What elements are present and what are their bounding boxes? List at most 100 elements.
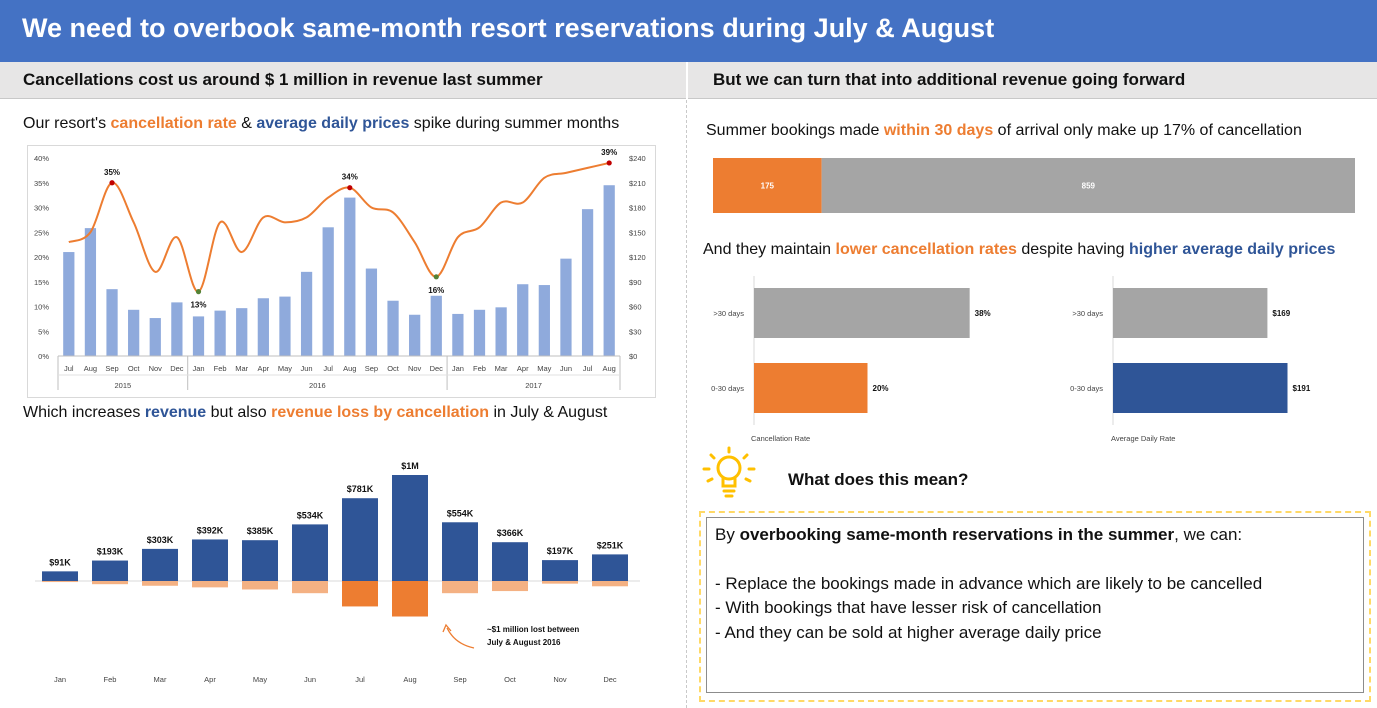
conclusion-box: By overbooking same-month reservations i… (706, 517, 1364, 693)
rate-annotation: 16% (428, 286, 444, 295)
left-axis-tick: 20% (34, 253, 49, 262)
month-tick: May (253, 675, 267, 684)
month-tick: Apr (517, 364, 529, 373)
rate-annotation: 34% (342, 173, 358, 182)
chart1-heading-mid: & (236, 115, 257, 132)
rate-marker (347, 185, 353, 191)
loss-bar (42, 581, 78, 583)
average-daily-rate-title: Average Daily Rate (1111, 434, 1175, 443)
revenue-bar (242, 540, 278, 581)
year-label: 2015 (115, 381, 132, 390)
left-axis-tick: 25% (34, 228, 49, 237)
month-tick: Jul (583, 364, 593, 373)
right-axis-tick: $90 (629, 278, 642, 287)
revenue-label: $366K (497, 528, 524, 538)
revenue-bar (592, 554, 628, 581)
price-bar (192, 316, 205, 356)
value-label: 38% (975, 309, 991, 318)
chart3-svg: 175 859 (713, 158, 1355, 213)
month-tick: May (537, 364, 551, 373)
revenue-label: $554K (447, 508, 474, 518)
left-axis-tick: 15% (34, 278, 49, 287)
rate-bar (1113, 288, 1268, 338)
price-bar (452, 313, 464, 356)
title-banner: We need to overbook same-month resort re… (0, 0, 1377, 62)
conclusion-intro: By overbooking same-month reservations i… (715, 525, 1242, 545)
revenue-bar (442, 522, 478, 581)
rate-marker (195, 289, 202, 295)
category-label: 0-30 days (711, 384, 744, 393)
price-bar (517, 284, 529, 356)
month-tick: Jan (452, 364, 464, 373)
month-tick: Jun (304, 675, 316, 684)
month-tick: Jul (355, 675, 365, 684)
right-axis-tick: $120 (629, 253, 646, 262)
month-tick: Jun (560, 364, 572, 373)
month-tick: Aug (403, 675, 416, 684)
month-tick: Mar (235, 364, 248, 373)
loss-bar (242, 581, 278, 590)
left-subheader-bar: Cancellations cost us around $ 1 million… (0, 62, 686, 99)
month-tick: Dec (170, 364, 184, 373)
loss-bar (192, 581, 228, 588)
chart4-heading-h1: lower cancellation rates (835, 241, 1017, 258)
chart4-heading: And they maintain lower cancellation rat… (703, 241, 1335, 259)
price-bar (106, 289, 118, 356)
price-bar (430, 295, 442, 356)
price-bar (63, 252, 75, 356)
rate-annotation: 39% (601, 148, 617, 157)
left-axis-tick: 35% (34, 179, 49, 188)
year-label: 2017 (525, 381, 542, 390)
conclusion-intro-post: , we can: (1174, 525, 1243, 544)
right-axis-tick: $30 (629, 327, 642, 336)
month-tick: Aug (84, 364, 97, 373)
month-tick: Oct (387, 364, 400, 373)
price-bar (300, 271, 313, 356)
revenue-bar (392, 475, 428, 581)
loss-bar (342, 581, 378, 607)
revenue-label: $534K (297, 510, 324, 520)
month-tick: Jun (301, 364, 313, 373)
month-tick: Jul (323, 364, 333, 373)
price-bar (257, 298, 269, 356)
month-tick: Aug (603, 364, 616, 373)
rate-bar (1113, 363, 1288, 413)
revenue-label: $781K (347, 484, 374, 494)
month-tick: Jan (54, 675, 66, 684)
price-bar (495, 307, 507, 356)
left-axis-tick: 40% (34, 154, 49, 163)
loss-annotation: July & August 2016 (487, 638, 561, 647)
month-tick: Nov (149, 364, 163, 373)
revenue-bar (292, 524, 328, 581)
year-label: 2016 (309, 381, 326, 390)
segment-label: 859 (1082, 182, 1096, 191)
month-tick: Aug (343, 364, 356, 373)
month-tick: Feb (473, 364, 486, 373)
loss-bar (392, 581, 428, 617)
category-label: >30 days (713, 309, 744, 318)
right-axis-tick: $180 (629, 204, 646, 213)
cancellation-rate-line (68, 161, 610, 293)
conclusion-point: - And they can be sold at higher average… (715, 623, 1102, 642)
price-bar (214, 310, 226, 356)
month-tick: Apr (204, 675, 216, 684)
revenue-label: $193K (97, 547, 124, 557)
price-bar (409, 314, 421, 356)
chart2-heading-h1: revenue (144, 404, 207, 421)
right-axis-tick: $210 (629, 179, 646, 188)
loss-bar (592, 581, 628, 587)
conclusion-intro-bold: overbooking same-month reservations in t… (739, 525, 1175, 544)
revenue-bar (42, 571, 78, 581)
chart3-heading-post: of arrival only make up 17% of cancellat… (993, 122, 1302, 139)
month-tick: Sep (105, 364, 118, 373)
month-tick: Jul (64, 364, 74, 373)
right-axis-tick: $150 (629, 228, 646, 237)
price-bar (581, 209, 594, 356)
loss-bar (292, 581, 328, 594)
right-axis-tick: $0 (629, 352, 637, 361)
chart4-heading-mid: despite having (1016, 241, 1130, 258)
chart1-heading-post: spike during summer months (409, 115, 620, 132)
value-label: $191 (1293, 384, 1311, 393)
category-label: 0-30 days (1070, 384, 1103, 393)
revenue-bar (92, 560, 128, 581)
